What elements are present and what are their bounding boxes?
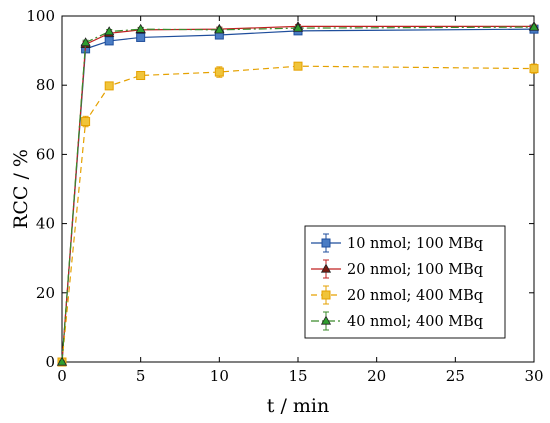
- x-tick-label: 30: [524, 367, 543, 385]
- y-tick-label: 40: [36, 215, 55, 233]
- data-point: [135, 23, 146, 33]
- x-axis-title: t / min: [267, 395, 329, 417]
- data-point: [529, 64, 539, 74]
- y-axis-title: RCC / %: [10, 149, 32, 229]
- legend-entry: 10 nmol; 100 MBq: [311, 233, 483, 253]
- legend: 10 nmol; 100 MBq 20 nmol; 100 MBq 20 nmol;…: [304, 225, 506, 339]
- legend-box: [304, 225, 506, 339]
- legend-entry: 40 nmol; 400 MBq: [311, 311, 483, 331]
- series-4: [56, 21, 540, 366]
- data-point: [136, 32, 146, 42]
- data-point: [81, 117, 91, 127]
- legend-marker: [320, 315, 332, 325]
- x-tick-label: 20: [367, 367, 386, 385]
- axes: 0 5 10 15 20 25 30 0 20 40 60 80 100: [26, 7, 543, 385]
- x-tick-label: 15: [288, 367, 307, 385]
- y-tick-label: 60: [36, 145, 55, 163]
- x-tick-label: 5: [136, 367, 146, 385]
- y-tick-label: 100: [26, 7, 55, 25]
- legend-label: 20 nmol; 400 MBq: [347, 288, 483, 304]
- y-tick-label: 80: [36, 76, 55, 94]
- data-point: [104, 81, 114, 91]
- series-layer: [56, 21, 540, 367]
- data-point: [136, 71, 146, 81]
- data-point: [293, 61, 303, 71]
- data-point: [214, 24, 225, 34]
- data-point: [528, 21, 540, 31]
- y-tick-label: 0: [45, 353, 55, 371]
- x-tick-label: 10: [210, 367, 229, 385]
- data-point: [214, 67, 224, 77]
- y-tick-label: 20: [36, 284, 55, 302]
- data-point: [80, 37, 91, 47]
- legend-marker: [321, 238, 331, 248]
- legend-marker: [320, 263, 332, 273]
- x-tick-label: 25: [446, 367, 465, 385]
- legend-label: 20 nmol; 100 MBq: [347, 262, 483, 278]
- legend-label: 40 nmol; 400 MBq: [347, 314, 483, 330]
- legend-entry: 20 nmol; 100 MBq: [311, 259, 483, 279]
- data-point: [104, 26, 115, 36]
- legend-entry: 20 nmol; 400 MBq: [311, 285, 483, 305]
- legend-marker: [321, 290, 331, 300]
- x-tick-label: 0: [57, 367, 67, 385]
- legend-label: 10 nmol; 100 MBq: [347, 236, 483, 252]
- data-point: [292, 22, 304, 32]
- data-point: [56, 356, 68, 366]
- data-point: [104, 36, 114, 46]
